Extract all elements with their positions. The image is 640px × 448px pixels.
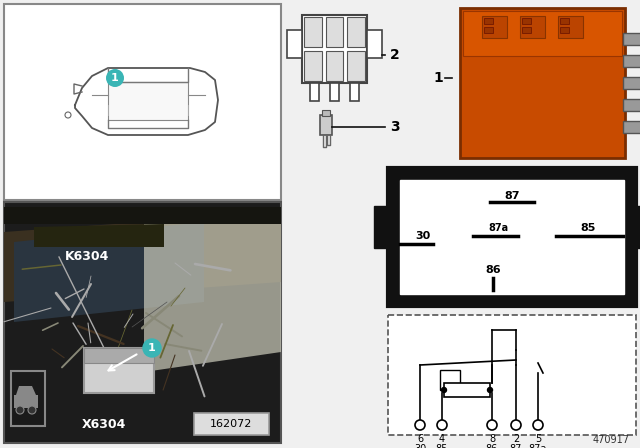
Text: 87: 87 [510,444,522,448]
Bar [400,180,624,294]
Bar [4,4,281,200]
Text: 87: 87 [504,191,520,201]
Bar [623,77,640,89]
Bar [287,30,302,58]
Bar [522,27,531,33]
Text: 87a: 87a [529,444,547,448]
Text: 30: 30 [415,231,431,241]
Bar [326,17,343,47]
Bar [636,206,640,248]
Circle shape [143,339,161,357]
Bar [320,115,332,135]
Bar [374,206,388,248]
Circle shape [106,69,124,87]
Bar [4,202,281,443]
Polygon shape [144,217,281,372]
Text: 87a: 87a [488,223,508,233]
Bar [440,370,460,390]
Text: 2: 2 [390,48,400,62]
Text: 86: 86 [485,265,501,275]
Circle shape [487,420,497,430]
Bar [194,413,269,435]
Text: X6304: X6304 [82,418,126,431]
Polygon shape [14,395,38,408]
Text: 4: 4 [439,434,445,444]
Circle shape [533,420,543,430]
Text: 6: 6 [417,434,423,444]
Text: 30: 30 [414,444,426,448]
Bar [310,83,319,101]
Bar [623,99,640,111]
Bar [322,110,330,116]
Bar [348,17,365,47]
Bar [388,168,636,306]
Bar [484,27,493,33]
Bar [444,383,490,397]
Bar [388,315,636,435]
Bar [482,16,507,38]
Bar [348,51,365,81]
Bar [463,11,622,56]
Bar [326,51,343,81]
Text: 2: 2 [513,434,519,444]
Text: 470917: 470917 [593,435,630,445]
Circle shape [488,388,493,392]
Bar [11,371,45,426]
Circle shape [511,420,521,430]
Bar [108,82,188,120]
Polygon shape [14,222,204,322]
Text: 1: 1 [111,73,119,83]
Bar [302,15,367,83]
Bar [560,27,569,33]
Polygon shape [4,207,281,224]
Bar [367,30,382,58]
Text: K6304: K6304 [65,250,109,263]
Bar [350,83,359,101]
Bar [460,8,625,158]
Text: 85: 85 [580,223,596,233]
Bar [522,18,531,24]
Polygon shape [16,386,36,395]
Circle shape [442,388,447,392]
Text: 5: 5 [535,434,541,444]
Text: 1: 1 [433,71,443,85]
Bar [623,121,640,133]
Bar [558,16,583,38]
Circle shape [437,420,447,430]
Text: 1: 1 [148,343,156,353]
Bar [520,16,545,38]
Bar [84,348,154,363]
Bar [304,51,322,81]
Polygon shape [34,224,164,247]
Bar [330,83,339,101]
Text: 86: 86 [486,444,498,448]
Text: 3: 3 [390,120,399,134]
Text: 85: 85 [436,444,448,448]
Polygon shape [4,212,281,302]
Circle shape [65,112,71,118]
Circle shape [16,406,24,414]
Circle shape [28,406,36,414]
Bar [84,348,154,393]
Text: 162072: 162072 [210,419,252,429]
Text: 8: 8 [489,434,495,444]
Bar [623,55,640,67]
Bar [484,18,493,24]
Bar [304,17,322,47]
Circle shape [415,420,425,430]
Bar [623,33,640,45]
Bar [560,18,569,24]
